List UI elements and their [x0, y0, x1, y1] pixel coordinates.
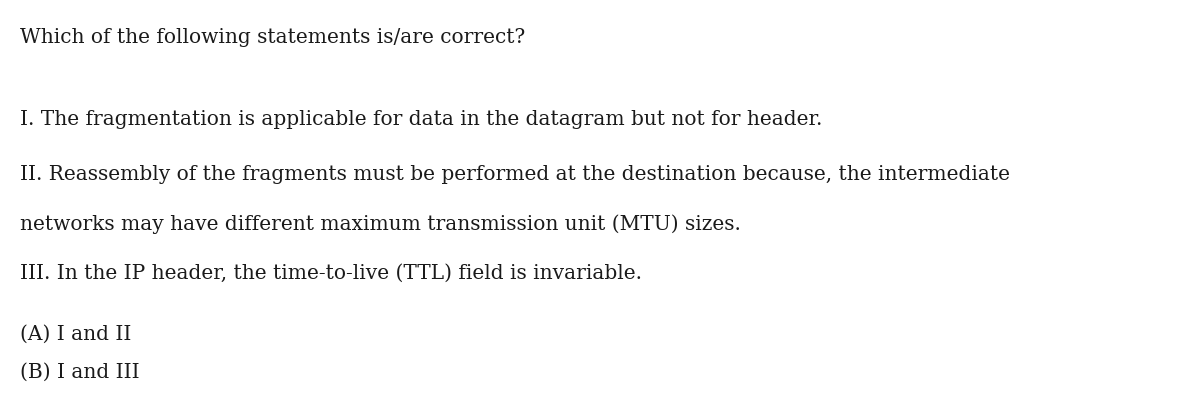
Text: Which of the following statements is/are correct?: Which of the following statements is/are… — [20, 28, 526, 46]
Text: I. The fragmentation is applicable for data in the datagram but not for header.: I. The fragmentation is applicable for d… — [20, 110, 823, 129]
Text: networks may have different maximum transmission unit (MTU) sizes.: networks may have different maximum tran… — [20, 215, 742, 234]
Text: (B) I and III: (B) I and III — [20, 362, 140, 381]
Text: (A) I and II: (A) I and II — [20, 325, 132, 344]
Text: III. In the IP header, the time-to-live (TTL) field is invariable.: III. In the IP header, the time-to-live … — [20, 264, 642, 283]
Text: II. Reassembly of the fragments must be performed at the destination because, th: II. Reassembly of the fragments must be … — [20, 165, 1010, 184]
